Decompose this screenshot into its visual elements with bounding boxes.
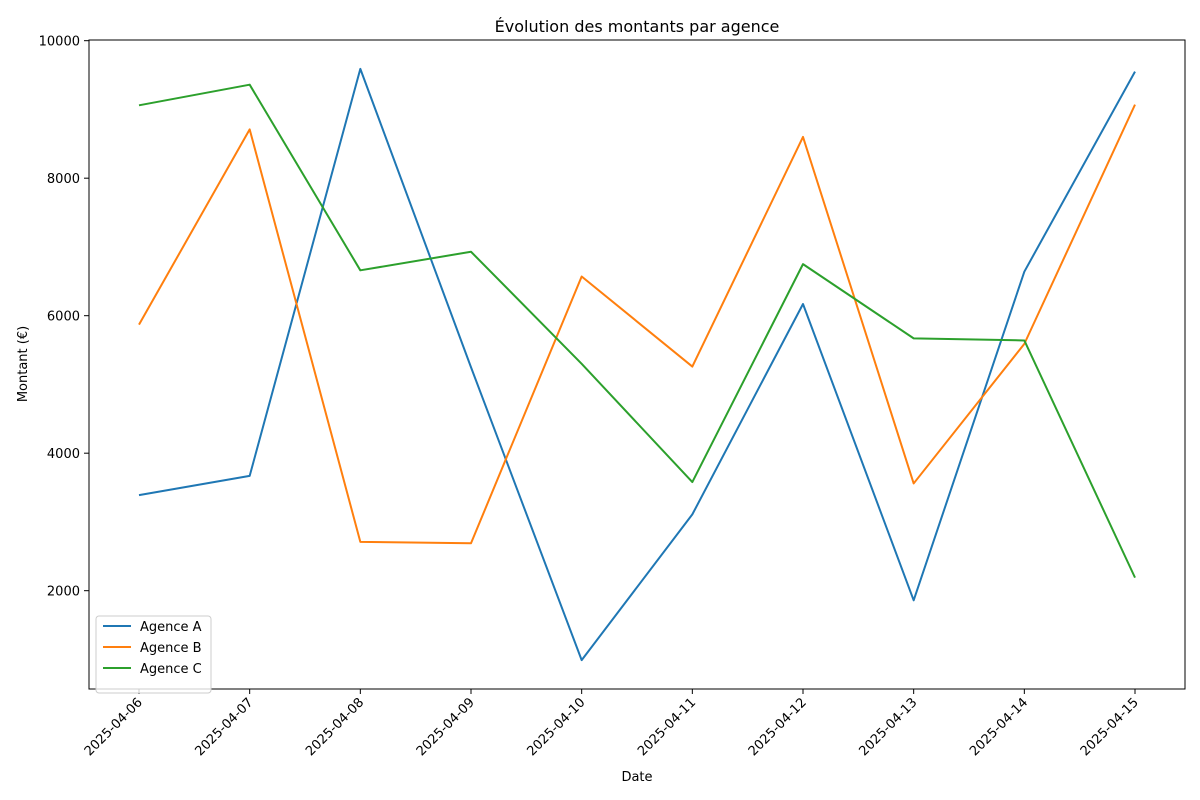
legend-box: [95, 615, 212, 694]
x-tick-label: 2025-04-06: [82, 695, 146, 759]
y-tick-label: 6000: [47, 310, 80, 325]
legend-label-agence-a: Agence A: [140, 620, 202, 635]
x-tick-label: 2025-04-15: [1078, 695, 1142, 759]
y-tick-label: 8000: [47, 172, 80, 187]
legend-label-agence-b: Agence B: [140, 641, 202, 656]
series-line-agence-a: [138, 67, 1136, 662]
y-axis-title: Montant (€): [16, 326, 31, 402]
x-tick-label: 2025-04-11: [635, 695, 699, 759]
legend-label-agence-c: Agence C: [140, 662, 202, 677]
plot-frame: [88, 39, 1186, 690]
y-tick-label: 10000: [39, 35, 80, 50]
series-line-agence-c: [138, 83, 1136, 579]
x-tick-label: 2025-04-10: [524, 695, 588, 759]
legend: Agence A Agence B Agence C: [95, 615, 212, 694]
y-tick-label: 2000: [47, 585, 80, 600]
x-tick-label: 2025-04-09: [414, 695, 478, 759]
chart-title: Évolution des montants par agence: [495, 17, 780, 36]
x-tick-label: 2025-04-13: [856, 695, 920, 759]
x-axis-title: Date: [621, 770, 652, 785]
series-line-agence-b: [138, 104, 1136, 545]
x-tick-label: 2025-04-08: [303, 695, 367, 759]
x-tick-label: 2025-04-14: [967, 695, 1031, 759]
x-tick-label: 2025-04-12: [746, 695, 810, 759]
x-tick-label: 2025-04-07: [192, 695, 256, 759]
y-tick-label: 4000: [47, 447, 80, 462]
plot-area: [138, 67, 1136, 662]
